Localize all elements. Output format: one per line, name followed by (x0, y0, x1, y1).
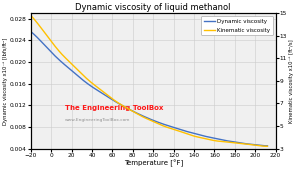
Dynamic viscosity (143, 116, 146, 118)
Dynamic viscosity (170, 126, 173, 128)
Kinematic viscosity (29, 14, 33, 16)
Dynamic viscosity (141, 115, 145, 117)
Title: Dynamic viscosity of liquid methanol: Dynamic viscosity of liquid methanol (75, 3, 231, 12)
Dynamic viscosity (266, 145, 269, 147)
Dynamic viscosity (29, 31, 33, 33)
X-axis label: Temperature [°F]: Temperature [°F] (124, 159, 183, 167)
Kinematic viscosity (143, 117, 146, 119)
Line: Dynamic viscosity: Dynamic viscosity (31, 32, 267, 146)
Kinematic viscosity (170, 128, 173, 130)
Dynamic viscosity (157, 122, 161, 124)
Line: Kinematic viscosity: Kinematic viscosity (31, 15, 267, 146)
Dynamic viscosity (260, 144, 263, 147)
Kinematic viscosity (157, 123, 161, 125)
Kinematic viscosity (266, 145, 269, 147)
Kinematic viscosity (260, 145, 263, 147)
Text: The Engineering ToolBox: The Engineering ToolBox (65, 105, 164, 111)
Y-axis label: Dynamic viscosity x10⁻⁶ [lbfs/ft²]: Dynamic viscosity x10⁻⁶ [lbfs/ft²] (4, 37, 9, 125)
Kinematic viscosity (223, 141, 227, 143)
Legend: Dynamic viscosity, Kinematic viscosity: Dynamic viscosity, Kinematic viscosity (201, 16, 273, 36)
Dynamic viscosity (223, 139, 227, 141)
Dynamic viscosity (265, 145, 268, 147)
Y-axis label: Kinematic viscosity x10⁻⁶ [ft²/s]: Kinematic viscosity x10⁻⁶ [ft²/s] (288, 39, 293, 123)
Kinematic viscosity (265, 145, 268, 147)
Kinematic viscosity (141, 116, 145, 118)
Text: www.EngineeringToolBox.com: www.EngineeringToolBox.com (65, 118, 131, 122)
